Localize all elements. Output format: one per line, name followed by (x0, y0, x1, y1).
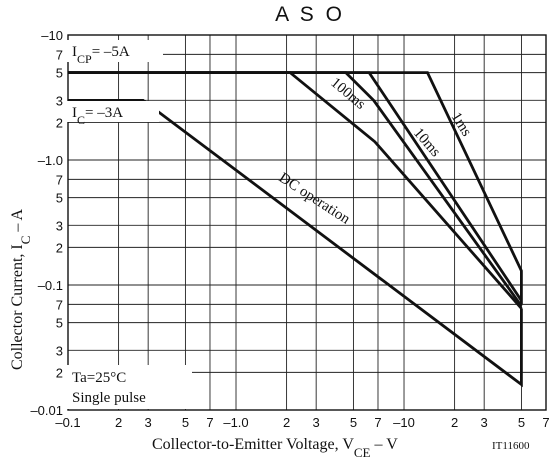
ic-label: IC= –3A (72, 105, 123, 127)
y-tick-label: 2 (56, 365, 63, 380)
y-tick-label: 5 (56, 316, 63, 331)
y-tick-label: 5 (56, 66, 63, 81)
ta-label: Ta=25°C (72, 370, 126, 386)
label-dc-operation: DC operation (276, 170, 353, 228)
y-tick-label: –1.0 (38, 153, 63, 168)
x-tick-label: 3 (481, 415, 488, 430)
icp-label-box (67, 40, 163, 62)
y-tick-label: –10 (41, 28, 63, 43)
conditions-box (67, 365, 192, 409)
series-line-dc-operation (68, 71, 523, 310)
y-tick-label: 7 (56, 172, 63, 187)
series-line-ic-3a-limit (68, 99, 523, 388)
x-tick-label: 2 (115, 415, 122, 430)
x-tick-label: 2 (451, 415, 458, 430)
y-tick-label: 3 (56, 343, 63, 358)
x-tick-label: 7 (206, 415, 213, 430)
icp-label: ICP= –5A (72, 44, 130, 66)
y-tick-label: 3 (56, 93, 63, 108)
x-tick-label: 5 (182, 415, 189, 430)
single-pulse-label: Single pulse (72, 390, 146, 406)
y-tick-label: 5 (56, 191, 63, 206)
x-tick-label: 3 (145, 415, 152, 430)
y-tick-label: 7 (56, 47, 63, 62)
y-tick-label: –0.01 (30, 403, 63, 418)
y-tick-label: 3 (56, 218, 63, 233)
y-tick-label: 2 (56, 240, 63, 255)
y-tick-label: 2 (56, 115, 63, 130)
x-tick-label: 2 (283, 415, 290, 430)
x-tick-label: 3 (313, 415, 320, 430)
x-tick-label: –10 (393, 415, 415, 430)
x-tick-label: 7 (542, 415, 549, 430)
x-tick-label: –1.0 (223, 415, 248, 430)
ic-label-box (67, 101, 159, 122)
label-1ms: 1ms (448, 110, 475, 140)
x-tick-label: 7 (374, 415, 381, 430)
chart-title: A S O (275, 3, 345, 26)
x-tick-label: 5 (518, 415, 525, 430)
y-axis-label: Collector Current, IC – A (9, 208, 33, 370)
x-axis-label: Collector-to-Emitter Voltage, VCE – V (152, 436, 398, 460)
x-tick-label: 5 (350, 415, 357, 430)
series-lines (68, 71, 523, 388)
tick-labels: –0.1 2 3 5 7 –1.0 2 3 5 7 –10 2 3 5 7 –10 7 5 3 2 –1.0 7 5 3 2 –0… (30, 28, 549, 430)
x-tick-label: –0.1 (55, 415, 80, 430)
y-tick-label: –0.1 (38, 278, 63, 293)
plot-frame (67, 34, 547, 411)
figure-code: IT11600 (492, 440, 530, 452)
y-tick-label: 7 (56, 297, 63, 312)
